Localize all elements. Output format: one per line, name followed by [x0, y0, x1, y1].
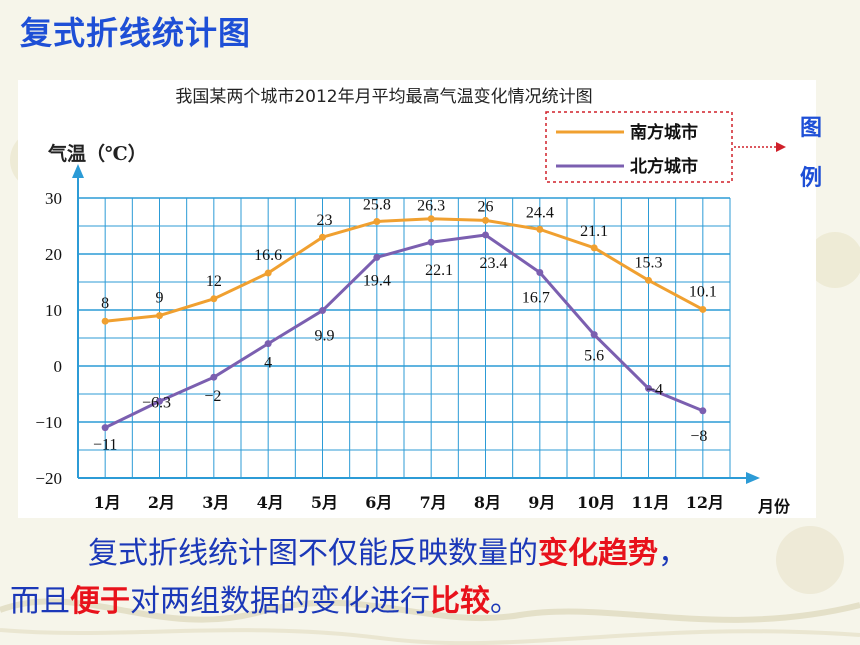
- data-label-south-city: 23: [317, 212, 333, 229]
- x-tick-label: 2月: [148, 493, 175, 512]
- data-point-south-city: [482, 216, 489, 224]
- data-label-north-city: 16.7: [522, 289, 550, 306]
- data-point-south-city: [699, 305, 707, 313]
- data-point-south-city: [319, 233, 326, 241]
- data-point-north-city: [427, 238, 435, 246]
- x-tick-label: 5月: [311, 493, 338, 512]
- data-point-south-city: [645, 276, 652, 284]
- y-tick-label: 20: [45, 245, 62, 264]
- data-point-south-city: [427, 215, 435, 223]
- data-label-north-city: 9.9: [315, 328, 335, 345]
- data-point-south-city: [536, 225, 544, 233]
- y-tick-label: 30: [45, 189, 62, 208]
- caption-line-2: 而且便于对两组数据的变化进行比较。: [10, 578, 855, 626]
- x-tick-label: 9月: [528, 493, 555, 512]
- x-axis-arrow: [746, 472, 760, 484]
- y-tick-label: 10: [45, 301, 62, 320]
- data-point-north-city: [590, 331, 598, 339]
- x-tick-label: 7月: [420, 493, 447, 512]
- x-tick-label: 4月: [257, 493, 284, 512]
- series-line-south-city: [105, 217, 704, 323]
- legend-label-north: 北方城市: [630, 156, 698, 177]
- data-point-north-city: [101, 424, 109, 432]
- chart-panel: 我国某两个城市2012年月平均最高气温变化情况统计图气温（℃） 30 20 10 0 −1…: [18, 80, 816, 518]
- data-label-north-city: 5.6: [584, 348, 604, 365]
- data-label-north-city: −4: [646, 381, 663, 398]
- data-point-south-city: [101, 317, 109, 325]
- data-label-south-city: 21.1: [580, 223, 608, 240]
- data-label-south-city: 24.4: [526, 204, 554, 221]
- series-line-north-city: [104, 233, 704, 429]
- data-label-north-city: 4: [264, 355, 272, 372]
- data-point-south-city: [590, 244, 598, 252]
- data-label-south-city: 26: [478, 198, 494, 215]
- y-tick-label: 0: [54, 357, 63, 376]
- x-tick-label: 6月: [365, 493, 392, 512]
- data-label-north-city: −8: [690, 428, 707, 445]
- x-axis-label: 月份: [757, 497, 791, 516]
- legend-word-2: 例: [800, 166, 823, 191]
- data-point-south-city: [264, 269, 272, 277]
- data-point-north-city: [699, 407, 707, 415]
- legend-box: [545, 111, 733, 183]
- x-tick-label: 3月: [202, 493, 229, 512]
- data-label-south-city: 16.6: [254, 247, 282, 264]
- data-label-south-city: 12: [206, 273, 222, 290]
- legend-label-south: 南方城市: [630, 122, 698, 143]
- caption-punct: ，: [658, 536, 688, 571]
- slide-title: 复式折线统计图: [20, 14, 252, 52]
- data-label-south-city: 26.3: [417, 198, 445, 215]
- data-label-south-city: 10.1: [689, 283, 717, 300]
- data-point-south-city: [156, 312, 163, 320]
- x-tick-label: 8月: [474, 493, 501, 512]
- caption-line-1: 复式折线统计图不仅能反映数量的变化趋势，: [10, 530, 855, 578]
- data-label-north-city: 23.4: [480, 255, 508, 272]
- y-axis-arrow: [72, 164, 84, 178]
- caption-highlight-convenient: 便于: [70, 584, 130, 619]
- data-label-north-city: 22.1: [425, 262, 453, 279]
- data-point-south-city: [373, 218, 381, 226]
- data-label-south-city: 8: [101, 295, 109, 312]
- data-point-north-city: [645, 384, 652, 392]
- chart-title: 我国某两个城市2012年月平均最高气温变化情况统计图: [175, 87, 592, 107]
- data-point-north-city: [264, 340, 272, 348]
- data-point-north-city: [319, 307, 326, 315]
- caption-text: 而且: [10, 584, 70, 619]
- caption-text: 复式折线统计图不仅能反映数量的: [88, 536, 538, 571]
- data-label-south-city: 9: [156, 290, 164, 307]
- data-point-north-city: [482, 231, 489, 239]
- y-tick-label: −10: [35, 413, 62, 432]
- x-tick-label: 12月: [686, 493, 724, 512]
- data-label-north-city: −2: [204, 388, 221, 405]
- data-label-north-city: −11: [93, 437, 117, 454]
- caption: 复式折线统计图不仅能反映数量的变化趋势， 而且便于对两组数据的变化进行比较。: [10, 530, 855, 626]
- data-point-north-city: [210, 373, 218, 381]
- x-tick-label: 1月: [94, 493, 121, 512]
- caption-text: 对两组数据的变化进行: [130, 584, 430, 619]
- data-point-south-city: [210, 295, 218, 303]
- caption-punct: 。: [490, 584, 520, 619]
- caption-highlight-compare: 比较: [430, 584, 490, 619]
- data-point-north-city: [156, 397, 163, 405]
- data-label-north-city: −6.3: [142, 394, 171, 411]
- data-point-north-city: [373, 253, 381, 261]
- x-tick-label: 10月: [577, 493, 615, 512]
- y-axis-label: 气温（℃）: [47, 142, 147, 165]
- y-tick-label: −20: [35, 469, 62, 488]
- data-label-north-city: 19.4: [363, 272, 391, 289]
- legend-word-1: 图: [800, 116, 823, 141]
- data-point-north-city: [536, 268, 544, 276]
- legend-pointer-arrow: [776, 142, 786, 152]
- data-label-south-city: 25.8: [363, 197, 391, 214]
- x-tick-label: 11月: [631, 493, 669, 512]
- data-label-south-city: 15.3: [635, 254, 663, 271]
- caption-highlight-trend: 变化趋势: [538, 536, 658, 571]
